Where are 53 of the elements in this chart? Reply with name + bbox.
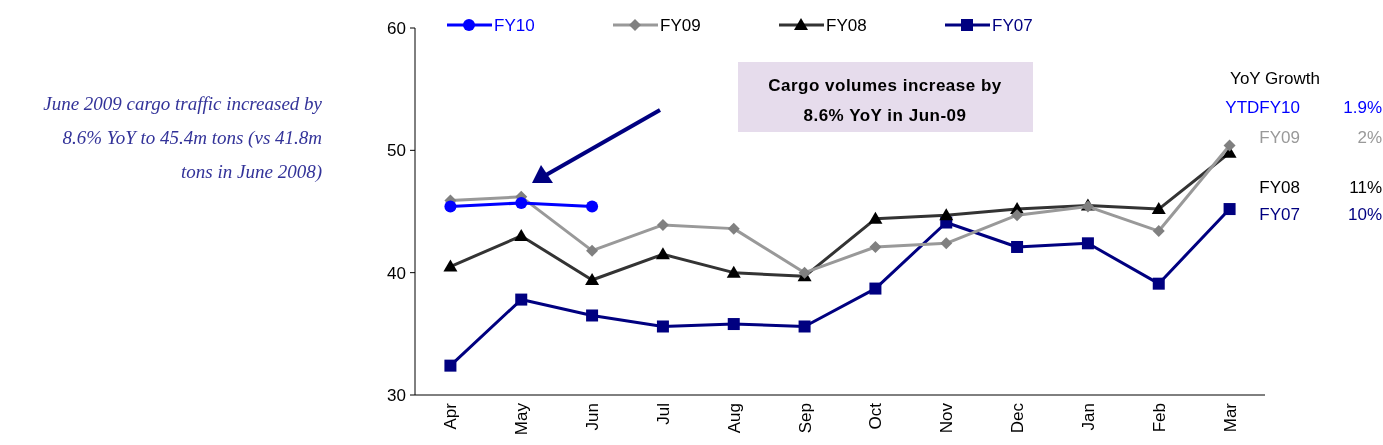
point [1152, 277, 1165, 290]
text: 11% [1349, 177, 1382, 197]
annotation: Cargo volumes increase by 8.6% YoY in Jun-09 [768, 75, 1002, 125]
point [586, 309, 599, 322]
point [515, 293, 528, 306]
point [1081, 237, 1094, 250]
y-tick-label: 50 [387, 141, 406, 161]
legend-label: FY09 [660, 15, 701, 35]
x-tick-label: Sep [795, 403, 815, 434]
point [1223, 203, 1236, 216]
x-tick-label: Jan [1078, 403, 1098, 431]
legend-label: FY07 [992, 15, 1033, 35]
annotation: FY08 [1259, 177, 1300, 197]
x-tick-label: Feb [1149, 403, 1169, 433]
point [1011, 209, 1024, 222]
x-tick-label: Aug [724, 403, 744, 434]
point [1223, 139, 1236, 152]
y-tick-label: 60 [387, 18, 406, 38]
x-tick-label: Dec [1008, 402, 1028, 434]
point [869, 282, 882, 295]
x-tick-label: Nov [937, 402, 957, 434]
annotation: YTDFY10 [1225, 97, 1300, 117]
point [586, 200, 599, 213]
y-tick-label: 40 [387, 263, 406, 283]
annotation: YoY Growth [1230, 68, 1320, 88]
x-tick-label: May [512, 402, 532, 436]
x-tick-label: Oct [866, 402, 886, 430]
point [798, 320, 811, 333]
point [1152, 225, 1165, 238]
legend-label: FY10 [494, 15, 535, 35]
text: 2% [1357, 127, 1382, 147]
point [515, 196, 528, 209]
point [656, 218, 669, 231]
x-tick-label: Jun [583, 403, 603, 431]
point [586, 244, 599, 257]
y-tick-label: 30 [387, 385, 406, 405]
text: 1.9% [1343, 97, 1382, 117]
point [727, 222, 740, 235]
x-tick-label: Jul [653, 403, 673, 425]
point [869, 240, 882, 253]
point [656, 320, 669, 333]
legend-label: FY08 [826, 15, 867, 35]
point [940, 237, 953, 250]
point [1011, 240, 1024, 253]
text: June 2009 cargo traffic increased by 8.6% YoY to 45.4m tons (vs 41.8m tons in June 2008) [43, 93, 323, 183]
x-tick-label: Apr [441, 402, 461, 430]
x-tick-label: Mar [1220, 402, 1240, 433]
point [444, 359, 457, 372]
point [727, 318, 740, 331]
text: 10% [1347, 204, 1382, 224]
annotation: FY09 [1259, 127, 1300, 147]
annotation: FY07 [1259, 204, 1300, 224]
point [444, 200, 457, 213]
